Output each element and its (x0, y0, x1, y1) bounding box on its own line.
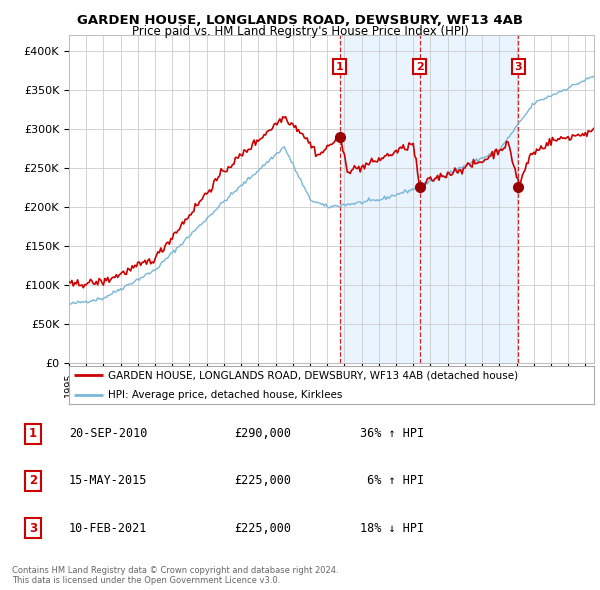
Text: 6% ↑ HPI: 6% ↑ HPI (360, 474, 424, 487)
Text: 36% ↑ HPI: 36% ↑ HPI (360, 427, 424, 440)
Text: GARDEN HOUSE, LONGLANDS ROAD, DEWSBURY, WF13 4AB: GARDEN HOUSE, LONGLANDS ROAD, DEWSBURY, … (77, 14, 523, 27)
Text: 15-MAY-2015: 15-MAY-2015 (69, 474, 148, 487)
Text: 10-FEB-2021: 10-FEB-2021 (69, 522, 148, 535)
Text: £225,000: £225,000 (234, 474, 291, 487)
Text: 2: 2 (416, 61, 424, 71)
Text: HPI: Average price, detached house, Kirklees: HPI: Average price, detached house, Kirk… (109, 389, 343, 399)
Text: 1: 1 (29, 427, 37, 440)
Text: £290,000: £290,000 (234, 427, 291, 440)
Text: 3: 3 (29, 522, 37, 535)
Text: GARDEN HOUSE, LONGLANDS ROAD, DEWSBURY, WF13 4AB (detached house): GARDEN HOUSE, LONGLANDS ROAD, DEWSBURY, … (109, 371, 518, 381)
Text: £225,000: £225,000 (234, 522, 291, 535)
Text: 1: 1 (336, 61, 343, 71)
Text: Price paid vs. HM Land Registry's House Price Index (HPI): Price paid vs. HM Land Registry's House … (131, 25, 469, 38)
Bar (340, 35, 518, 363)
Text: 18% ↓ HPI: 18% ↓ HPI (360, 522, 424, 535)
Text: 3: 3 (515, 61, 522, 71)
Text: Contains HM Land Registry data © Crown copyright and database right 2024.
This d: Contains HM Land Registry data © Crown c… (12, 566, 338, 585)
Text: 20-SEP-2010: 20-SEP-2010 (69, 427, 148, 440)
Text: 2: 2 (29, 474, 37, 487)
